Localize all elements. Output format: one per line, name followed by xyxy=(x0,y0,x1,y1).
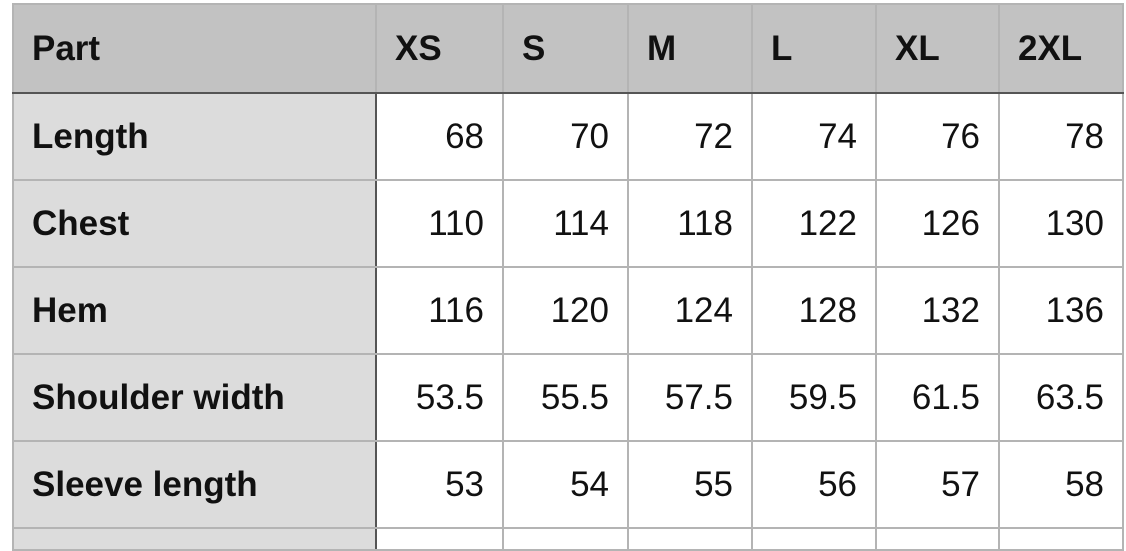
empty-cell xyxy=(998,527,1124,551)
measurement-cell: 61.5 xyxy=(875,353,1000,442)
row-label: Shoulder width xyxy=(12,353,377,442)
measurement-cell: 63.5 xyxy=(998,353,1124,442)
measurement-cell: 68 xyxy=(375,92,504,181)
measurement-cell: 56 xyxy=(751,440,877,529)
table-row: Shoulder width 53.5 55.5 57.5 59.5 61.5 63.5 xyxy=(12,353,1124,442)
table-row: Hem 116 120 124 128 132 136 xyxy=(12,266,1124,355)
empty-cell xyxy=(12,527,377,551)
measurement-cell: 122 xyxy=(751,179,877,268)
measurement-cell: 126 xyxy=(875,179,1000,268)
empty-cell xyxy=(875,527,1000,551)
measurement-cell: 53 xyxy=(375,440,504,529)
measurement-cell: 76 xyxy=(875,92,1000,181)
measurement-cell: 58 xyxy=(998,440,1124,529)
header-size: XS xyxy=(375,3,504,94)
measurement-cell: 118 xyxy=(627,179,753,268)
row-label: Sleeve length xyxy=(12,440,377,529)
measurement-cell: 136 xyxy=(998,266,1124,355)
size-chart-table: Part XS S M L XL 2XL Length 68 70 72 74 76 78 Chest 11… xyxy=(12,3,1124,551)
measurement-cell: 55.5 xyxy=(502,353,629,442)
header-size: L xyxy=(751,3,877,94)
header-size: XL xyxy=(875,3,1000,94)
header-row: Part XS S M L XL 2XL xyxy=(12,3,1124,94)
table-row: Length 68 70 72 74 76 78 xyxy=(12,92,1124,181)
measurement-cell: 116 xyxy=(375,266,504,355)
measurement-cell: 130 xyxy=(998,179,1124,268)
measurement-cell: 57 xyxy=(875,440,1000,529)
measurement-cell: 72 xyxy=(627,92,753,181)
header-part: Part xyxy=(12,3,377,94)
table-row: Sleeve length 53 54 55 56 57 58 xyxy=(12,440,1124,529)
header-size: S xyxy=(502,3,629,94)
header-size: 2XL xyxy=(998,3,1124,94)
measurement-cell: 59.5 xyxy=(751,353,877,442)
measurement-cell: 55 xyxy=(627,440,753,529)
measurement-cell: 114 xyxy=(502,179,629,268)
row-label: Chest xyxy=(12,179,377,268)
measurement-cell: 132 xyxy=(875,266,1000,355)
measurement-cell: 57.5 xyxy=(627,353,753,442)
empty-cell xyxy=(375,527,504,551)
measurement-cell: 110 xyxy=(375,179,504,268)
table-row-cut-off xyxy=(12,527,1124,551)
measurement-cell: 70 xyxy=(502,92,629,181)
measurement-cell: 128 xyxy=(751,266,877,355)
measurement-cell: 124 xyxy=(627,266,753,355)
row-label: Hem xyxy=(12,266,377,355)
table-row: Chest 110 114 118 122 126 130 xyxy=(12,179,1124,268)
measurement-cell: 53.5 xyxy=(375,353,504,442)
empty-cell xyxy=(627,527,753,551)
row-label: Length xyxy=(12,92,377,181)
measurement-cell: 120 xyxy=(502,266,629,355)
measurement-cell: 78 xyxy=(998,92,1124,181)
measurement-cell: 54 xyxy=(502,440,629,529)
header-size: M xyxy=(627,3,753,94)
empty-cell xyxy=(751,527,877,551)
measurement-cell: 74 xyxy=(751,92,877,181)
empty-cell xyxy=(502,527,629,551)
